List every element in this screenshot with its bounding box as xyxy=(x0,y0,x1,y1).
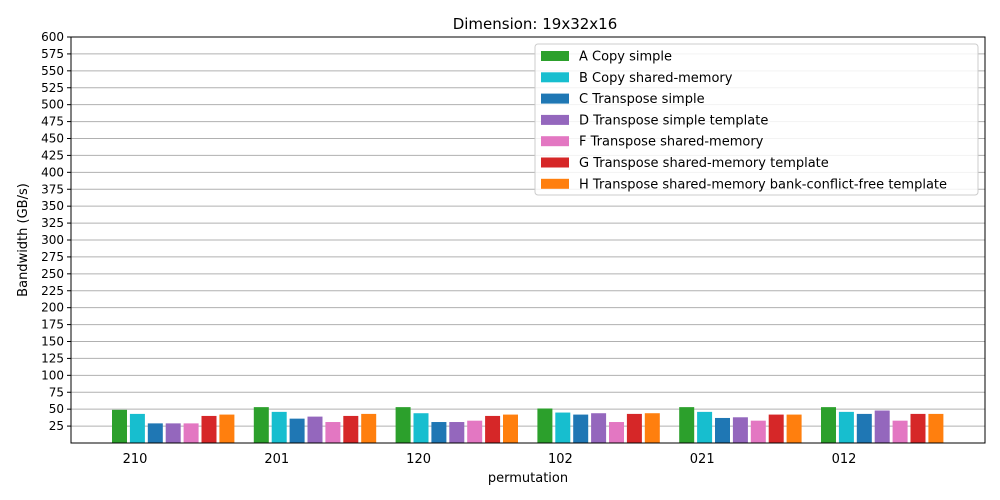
y-tick-label: 525 xyxy=(41,81,64,95)
bar xyxy=(626,413,642,443)
bar xyxy=(821,407,836,443)
bar xyxy=(750,420,766,443)
y-tick-label: 75 xyxy=(49,385,64,399)
bar xyxy=(503,414,518,443)
legend-swatch xyxy=(541,136,569,147)
y-tick-label: 25 xyxy=(49,419,64,433)
bar xyxy=(467,420,483,443)
bar xyxy=(644,413,660,443)
bar xyxy=(856,413,872,443)
y-tick-label: 200 xyxy=(41,301,64,315)
y-tick-label: 300 xyxy=(41,233,64,247)
bar xyxy=(165,423,181,443)
legend-label: B Copy shared-memory xyxy=(579,71,733,86)
y-tick-label: 475 xyxy=(41,115,64,129)
bar xyxy=(892,420,908,443)
x-axis-label: permutation xyxy=(488,471,568,486)
legend-label: C Transpose simple xyxy=(579,92,705,107)
legend-swatch xyxy=(541,93,569,104)
x-tick-label: 210 xyxy=(123,452,148,467)
y-tick-label: 600 xyxy=(41,30,64,44)
x-tick-label: 120 xyxy=(406,452,431,467)
bar xyxy=(431,422,447,443)
y-tick-label: 375 xyxy=(41,182,64,196)
y-tick-label: 425 xyxy=(41,148,64,162)
y-tick-label: 275 xyxy=(41,250,64,264)
bar xyxy=(271,411,287,443)
bar xyxy=(361,413,377,443)
y-tick-label: 150 xyxy=(41,335,64,349)
legend-label: A Copy simple xyxy=(579,50,672,65)
bar xyxy=(679,407,695,443)
y-tick-label: 500 xyxy=(41,98,64,112)
bar xyxy=(307,416,323,443)
legend-swatch xyxy=(541,114,569,125)
x-tick-label: 021 xyxy=(690,452,715,467)
legend-label: F Transpose shared-memory xyxy=(579,135,764,150)
bar xyxy=(112,409,127,443)
legend-swatch xyxy=(541,178,569,189)
y-tick-label: 550 xyxy=(41,64,64,78)
y-tick-label: 100 xyxy=(41,368,64,382)
bar xyxy=(201,415,217,443)
y-axis-ticks: 25 50 75 100 125 150 175 200 225 250 275 300 325 350 3… xyxy=(41,30,71,433)
chart-title: Dimension: 19x32x16 xyxy=(453,15,618,33)
y-tick-label: 450 xyxy=(41,132,64,146)
bar xyxy=(591,413,607,443)
bar xyxy=(413,413,429,443)
legend-swatch xyxy=(541,51,569,61)
bar xyxy=(874,410,890,443)
bar xyxy=(715,417,730,443)
bar xyxy=(219,414,235,443)
bar xyxy=(395,407,411,443)
bar xyxy=(732,417,748,443)
y-tick-label: 225 xyxy=(41,284,64,298)
bar xyxy=(183,423,199,443)
legend-label: G Transpose shared-memory template xyxy=(579,156,829,171)
bar xyxy=(253,407,269,443)
x-tick-label: 012 xyxy=(832,452,857,467)
y-tick-label: 575 xyxy=(41,47,64,61)
bar xyxy=(555,412,571,443)
x-axis-ticks: 210 201 120 102 021 012 xyxy=(123,452,857,467)
legend-swatch xyxy=(541,157,569,168)
bar xyxy=(129,413,145,443)
y-tick-label: 350 xyxy=(41,199,64,213)
bar xyxy=(609,422,624,443)
bar xyxy=(910,413,926,443)
bar xyxy=(697,411,713,443)
plot-frame xyxy=(70,36,986,444)
y-axis-label: Bandwidth (GB/s) xyxy=(16,183,31,297)
bar xyxy=(325,422,341,443)
y-tick-label: 250 xyxy=(41,267,64,281)
legend-label: D Transpose simple template xyxy=(579,113,768,128)
y-tick-label: 325 xyxy=(41,216,64,230)
legend-box xyxy=(534,43,979,196)
bar xyxy=(928,413,944,443)
legend-swatch xyxy=(541,72,569,83)
y-tick-label: 175 xyxy=(41,318,64,332)
bars xyxy=(112,407,944,443)
y-tick-label: 400 xyxy=(41,165,64,179)
bar xyxy=(537,408,553,443)
bar xyxy=(786,414,802,443)
legend: A Copy simple B Copy shared-memory C Trans… xyxy=(534,43,979,196)
bar xyxy=(449,422,465,443)
bar xyxy=(768,414,784,443)
y-tick-label: 125 xyxy=(41,351,64,365)
bar xyxy=(485,415,501,443)
bar xyxy=(343,415,359,443)
y-tick-label: 50 xyxy=(49,402,64,416)
x-tick-label: 102 xyxy=(548,452,573,467)
legend-label: H Transpose shared-memory bank-conflict-… xyxy=(579,177,947,192)
bar xyxy=(573,414,589,443)
bar xyxy=(289,418,305,443)
bar xyxy=(147,423,163,443)
bar xyxy=(838,411,854,443)
x-tick-label: 201 xyxy=(264,452,289,467)
